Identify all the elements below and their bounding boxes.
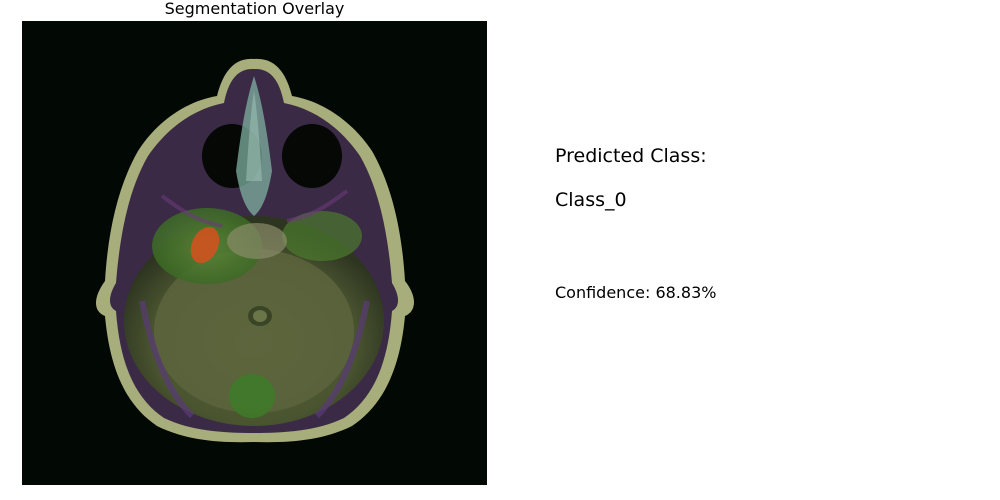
mri-scan-graphic [22,21,487,485]
segmentation-overlay-image [22,21,487,485]
panel-title: Segmentation Overlay [164,0,345,18]
tumor-segmentation [190,226,220,264]
confidence-text: Confidence: 68.83% [555,283,717,302]
right-temporal-region [282,211,362,261]
predicted-class-label: Predicted Class: [555,145,707,167]
predicted-class-value: Class_0 [555,189,627,211]
cerebellum-segmentation [229,374,275,418]
